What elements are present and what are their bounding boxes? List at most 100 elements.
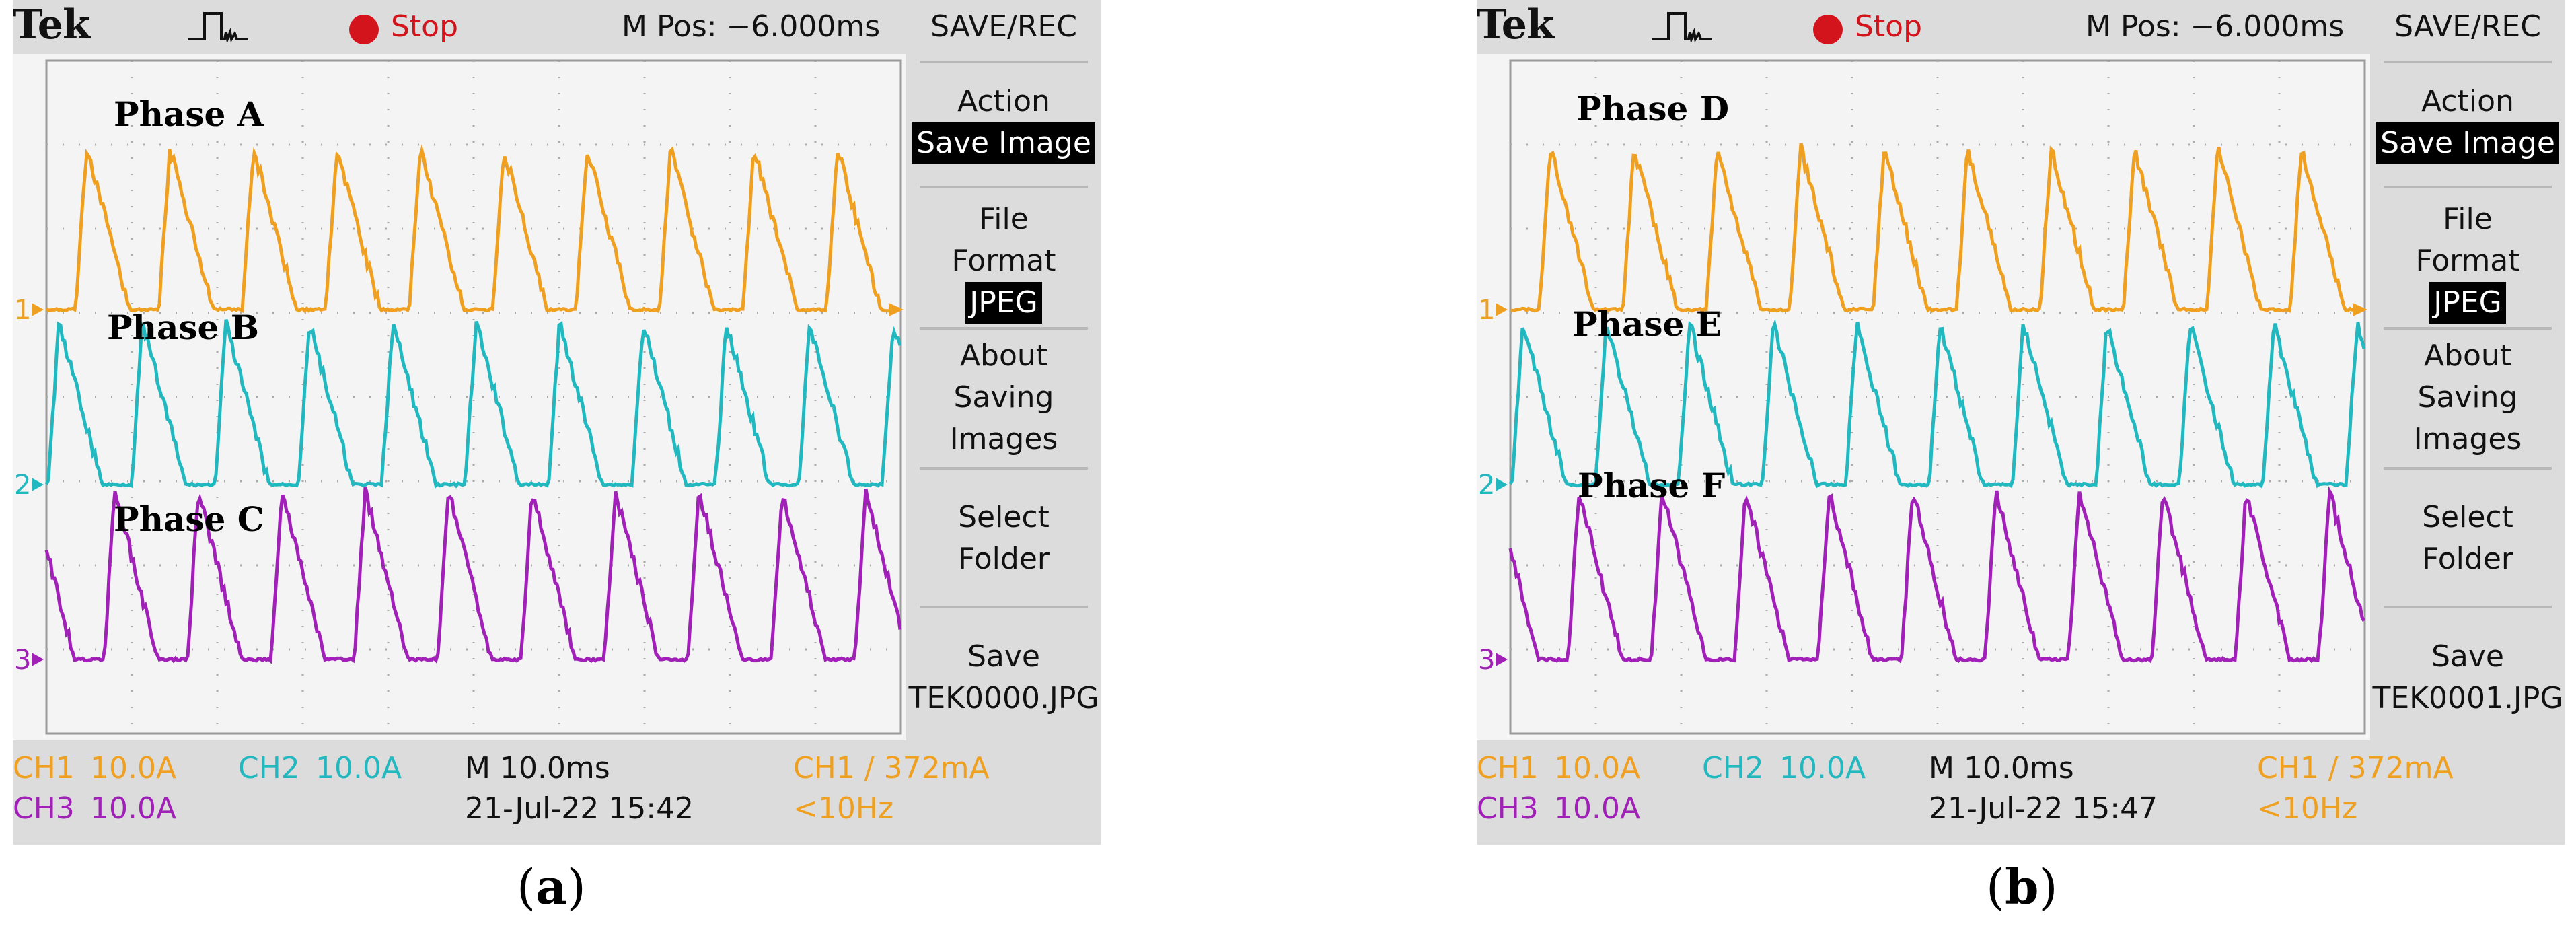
waveform-screen: 1 2 3 Phase D Phase E Phase F	[1477, 54, 2370, 740]
horizontal-position-readout: M Pos: −6.000ms	[2086, 9, 2345, 44]
about-saving-images-button[interactable]: About Saving Images	[2370, 335, 2565, 460]
menu-title: SAVE/REC	[930, 9, 1077, 44]
file-format-value: JPEG	[2429, 282, 2506, 324]
menu-divider	[920, 327, 1088, 330]
stop-indicator-icon	[1813, 15, 1843, 44]
date-time-readout: 21-Jul-22 15:42	[465, 791, 694, 826]
ch2-scale: 10.0A	[1779, 751, 1866, 785]
about-line-3: Images	[2413, 422, 2522, 456]
date-time-readout: 21-Jul-22 15:47	[1929, 791, 2158, 826]
ch3-label: CH3	[13, 791, 75, 826]
trigger-readout: CH1 ∕ 372mA	[2257, 751, 2454, 785]
channel-marker-label: 3	[1478, 645, 1495, 676]
phase-label-2: Phase E	[1572, 304, 1722, 344]
ch2-label: CH2	[238, 751, 300, 785]
select-folder-button[interactable]: Select Folder	[906, 497, 1101, 580]
menu-divider	[920, 186, 1088, 188]
stop-indicator-icon	[349, 15, 379, 44]
menu-divider	[2384, 61, 2552, 63]
about-line-1: About	[2423, 338, 2512, 373]
save-line-1: Save	[967, 639, 1040, 674]
ch2-label: CH2	[1702, 751, 1764, 785]
file-format-line-1: File	[979, 202, 1029, 236]
channel-marker-icon: 3	[14, 645, 44, 676]
timebase-readout: M 10.0ms	[465, 751, 610, 785]
channel-marker-icon: 1	[1478, 295, 1508, 326]
save-file-button[interactable]: Save TEK0001.JPG	[2370, 636, 2565, 719]
channel-marker-icon: 2	[14, 470, 44, 501]
horizontal-position-readout: M Pos: −6.000ms	[622, 9, 881, 44]
save-line-1: Save	[2431, 639, 2504, 674]
phase-label-1: Phase D	[1576, 89, 1730, 129]
waveform-display: 1 2 3	[1478, 59, 2367, 735]
ch1-scale: 10.0A	[1554, 751, 1641, 785]
about-line-2: Saving	[2417, 380, 2518, 415]
channel-marker-icon: 1	[14, 295, 44, 326]
menu-divider	[920, 61, 1088, 63]
select-line-2: Folder	[958, 542, 1050, 576]
acquisition-status: Stop	[391, 9, 459, 44]
file-format-menu-button[interactable]: File Format JPEG	[2370, 199, 2565, 324]
figure-caption-a: (a)	[517, 858, 586, 915]
action-label: Action	[2421, 84, 2514, 118]
select-line-2: Folder	[2422, 542, 2513, 576]
channel-marker-label: 1	[1478, 295, 1495, 326]
channel-marker-icon: 2	[1478, 470, 1508, 501]
channel-marker-label: 3	[14, 645, 31, 676]
trigger-frequency-readout: <10Hz	[793, 791, 894, 826]
action-label: Action	[957, 84, 1050, 118]
ch3-scale: 10.0A	[90, 791, 177, 826]
phase-label-3: Phase C	[114, 499, 264, 539]
oscilloscope-panel-a: Tek Stop M Pos: −6.000ms ↓ 123 Phase A P…	[13, 0, 1101, 845]
channel-marker-label: 1	[14, 295, 31, 326]
phase-label-1: Phase A	[114, 94, 264, 134]
action-menu-button[interactable]: Action Save Image	[2370, 81, 2565, 164]
about-saving-images-button[interactable]: About Saving Images	[906, 335, 1101, 460]
channel-marker-label: 2	[1478, 470, 1495, 501]
trigger-frequency-readout: <10Hz	[2257, 791, 2358, 826]
trigger-level-icon	[2353, 303, 2367, 316]
acquisition-status: Stop	[1855, 9, 1923, 44]
trigger-waveform-icon	[1652, 12, 1712, 44]
menu-divider	[2384, 606, 2552, 608]
file-format-menu-button[interactable]: File Format JPEG	[906, 199, 1101, 324]
timebase-readout: M 10.0ms	[1929, 751, 2074, 785]
ch1-label: CH1	[13, 751, 75, 785]
file-format-line-2: Format	[2415, 244, 2520, 278]
file-format-line-1: File	[2443, 202, 2493, 236]
menu-divider	[920, 606, 1088, 608]
save-recall-menu: SAVE/REC Action Save Image File Format J…	[906, 0, 1101, 740]
action-menu-button[interactable]: Action Save Image	[906, 81, 1101, 164]
menu-divider	[2384, 186, 2552, 188]
waveform-ch3	[1508, 486, 2366, 664]
trigger-readout: CH1 ∕ 372mA	[793, 751, 990, 785]
ch1-scale: 10.0A	[90, 751, 177, 785]
waveform-ch2	[1508, 318, 2366, 489]
figure-caption-b: (b)	[1986, 858, 2058, 915]
trigger-level-icon	[889, 303, 904, 316]
waveform-screen: 1 2 3 Phase A Phase B Phase C	[13, 54, 906, 740]
ch3-label: CH3	[1477, 791, 1539, 826]
channel-marker-label: 2	[14, 470, 31, 501]
select-line-1: Select	[958, 500, 1050, 534]
select-folder-button[interactable]: Select Folder	[2370, 497, 2565, 580]
about-line-1: About	[959, 338, 1048, 373]
about-line-2: Saving	[953, 380, 1054, 415]
ch3-scale: 10.0A	[1554, 791, 1641, 826]
about-line-3: Images	[949, 422, 1058, 456]
save-filename: TEK0001.JPG	[2372, 681, 2563, 715]
select-line-1: Select	[2422, 500, 2513, 534]
waveform-ch1	[45, 143, 901, 314]
file-format-line-2: Format	[951, 244, 1056, 278]
file-format-value: JPEG	[965, 282, 1042, 324]
menu-divider	[2384, 327, 2552, 330]
save-recall-menu: SAVE/REC Action Save Image File Format J…	[2370, 0, 2565, 740]
phase-label-2: Phase B	[107, 308, 259, 347]
oscilloscope-panel-b: Tek Stop M Pos: −6.000ms ↓ 123 Phase D P…	[1477, 0, 2565, 845]
menu-title: SAVE/REC	[2394, 9, 2541, 44]
tek-logo: Tek	[13, 1, 91, 48]
action-value: Save Image	[912, 122, 1095, 164]
save-filename: TEK0000.JPG	[908, 681, 1099, 715]
save-file-button[interactable]: Save TEK0000.JPG	[906, 636, 1101, 719]
phase-label-3: Phase F	[1578, 466, 1726, 505]
